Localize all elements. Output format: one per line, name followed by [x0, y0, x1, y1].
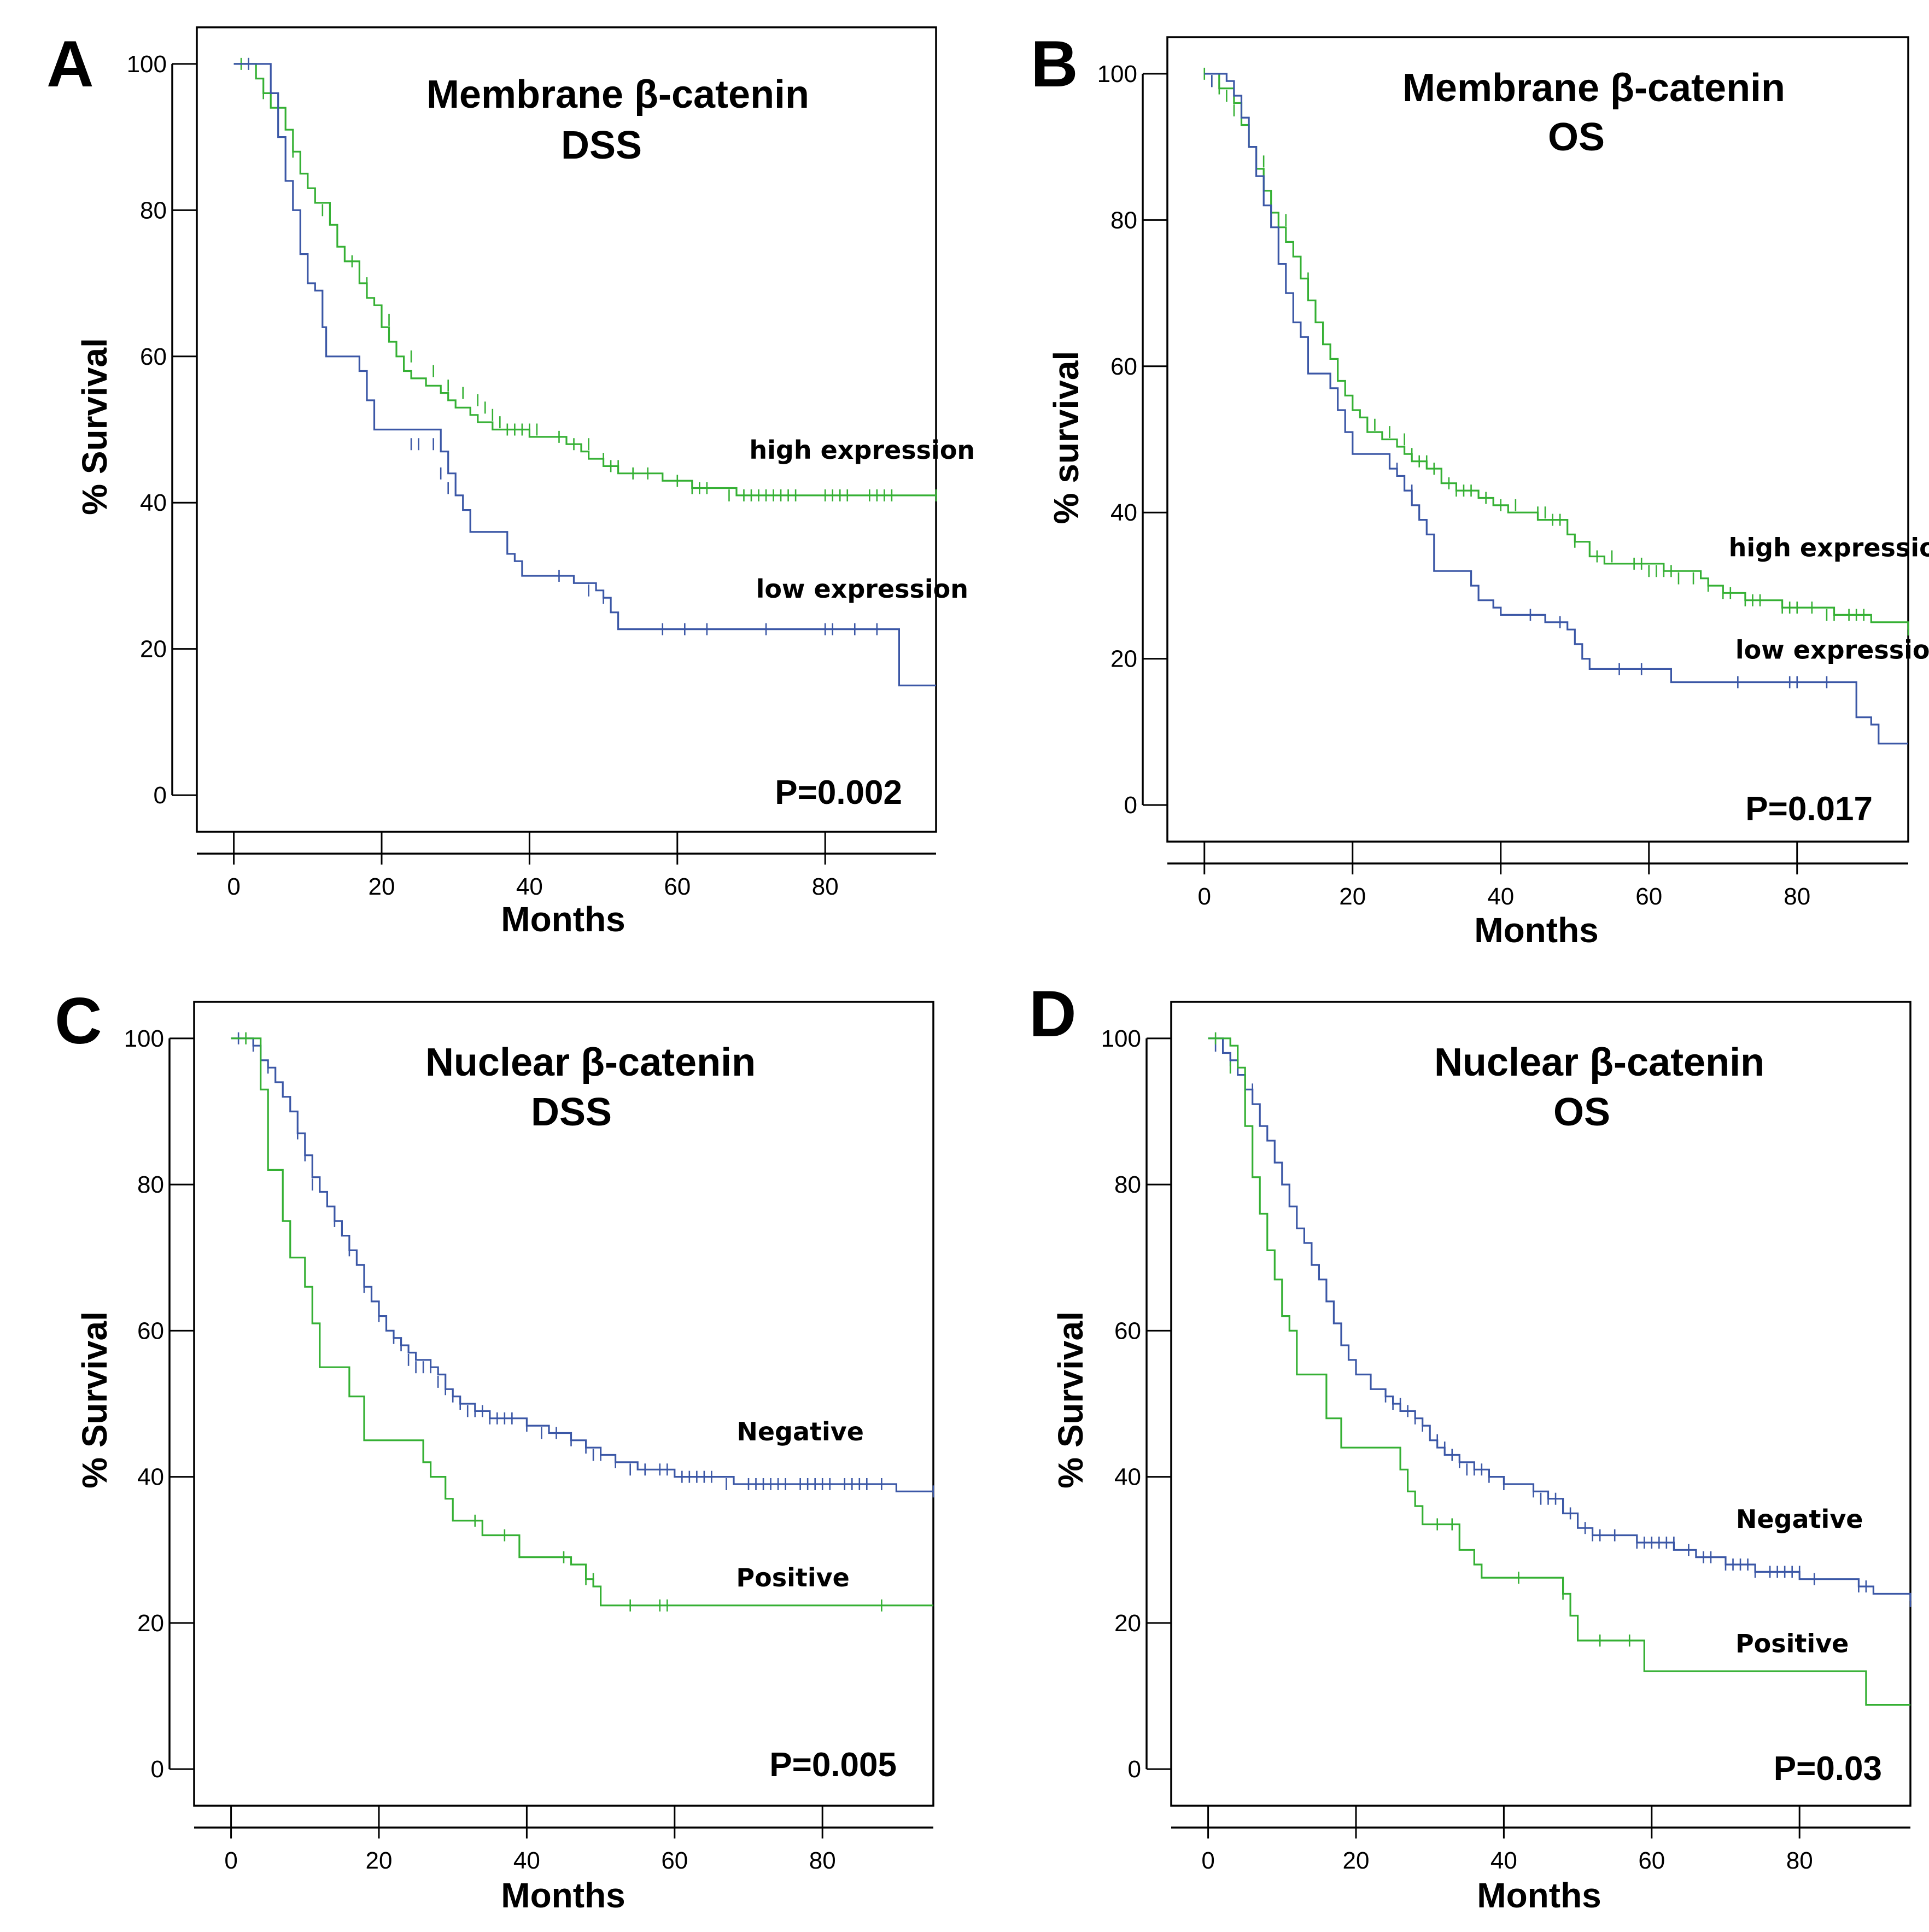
- plot-frame: [1170, 1001, 1912, 1807]
- x-tick-label: 40: [1490, 1847, 1517, 1874]
- curve-label-positive: Positive: [1735, 1629, 1849, 1658]
- x-tick-label: 0: [227, 873, 240, 900]
- x-tick-label: 0: [1198, 883, 1211, 910]
- p-value: P=0.017: [1745, 790, 1873, 828]
- y-tick-label: 100: [1097, 61, 1137, 87]
- chart-subtitle: DSS: [561, 124, 642, 167]
- panel-label: C: [55, 984, 102, 1058]
- curves: high expression low expression: [233, 57, 975, 687]
- x-tick-label: 20: [366, 1847, 393, 1874]
- y-tick-label: 0: [1124, 792, 1137, 819]
- curve-label-low-expression: low expression: [756, 574, 968, 604]
- y-tick-label: 20: [1110, 646, 1137, 673]
- panel-b: B 0 20 40 60 80 100 0 20 40 60 80 high expression l…: [1031, 27, 1929, 950]
- x-tick-label: 80: [1786, 1847, 1813, 1874]
- y-tick-label: 20: [140, 636, 167, 663]
- panel-label: D: [1029, 977, 1077, 1050]
- y-tick-label: 0: [151, 1756, 164, 1783]
- x-tick-label: 80: [809, 1847, 836, 1874]
- y-tick-label: 80: [1110, 207, 1137, 234]
- y-tick-label: 20: [137, 1610, 164, 1637]
- p-value: P=0.005: [769, 1746, 897, 1784]
- y-tick-label: 60: [1110, 353, 1137, 380]
- curve-label-negative: Negative: [1736, 1504, 1863, 1534]
- x-tick-label: 20: [1343, 1847, 1370, 1874]
- curves: Negative Positive: [1208, 1032, 1912, 1706]
- survival-curve-high-expression: [233, 63, 936, 497]
- x-tick-label: 80: [1784, 883, 1810, 910]
- x-tick-label: 60: [1635, 883, 1662, 910]
- x-tick-label: 0: [224, 1847, 237, 1874]
- curves: high expression low expression: [1203, 67, 1929, 745]
- curve-label-low-expression: low expression: [1735, 635, 1929, 665]
- curve-label-negative: Negative: [736, 1417, 864, 1446]
- survival-curve-low-expression: [1204, 73, 1908, 745]
- panel-c: C 0 20 40 60 80 100 0 20 40 60 80 Negative Positive…: [55, 984, 934, 1915]
- y-tick-label: 40: [140, 489, 167, 516]
- y-tick-label: 100: [127, 51, 167, 78]
- plot-frame: [1166, 36, 1909, 843]
- x-tick-label: 20: [1339, 883, 1366, 910]
- chart-title: Nuclear β-catenin: [425, 1041, 756, 1084]
- y-tick-label: 80: [137, 1171, 164, 1198]
- curves: Negative Positive: [231, 1032, 934, 1612]
- chart-title: Membrane β-catenin: [426, 73, 809, 116]
- x-axis-label: Months: [501, 900, 626, 939]
- plot-frame: [196, 26, 937, 833]
- panel-d: D 0 20 40 60 80 100 0 20 40 60 80 Negative Positive…: [1029, 977, 1912, 1915]
- y-axis-label: % survival: [1047, 351, 1086, 524]
- x-tick-label: 80: [812, 873, 839, 900]
- y-tick-label: 40: [1114, 1464, 1141, 1491]
- chart-subtitle: OS: [1548, 115, 1605, 159]
- survival-curve-high-expression: [1204, 73, 1909, 630]
- x-tick-label: 40: [513, 1847, 540, 1874]
- chart-subtitle: DSS: [531, 1090, 612, 1134]
- x-tick-label: 60: [661, 1847, 688, 1874]
- y-tick-label: 40: [1110, 499, 1137, 526]
- y-tick-label: 60: [1114, 1317, 1141, 1344]
- axes: 0 20 40 60 80 100 0 20 40 60 80: [1097, 61, 1908, 910]
- y-tick-label: 60: [140, 343, 167, 370]
- x-tick-label: 0: [1201, 1847, 1214, 1874]
- y-tick-label: 60: [137, 1317, 164, 1344]
- survival-curve-positive: [231, 1037, 933, 1607]
- x-tick-label: 60: [1638, 1847, 1665, 1874]
- y-tick-label: 0: [1128, 1756, 1141, 1783]
- y-tick-label: 100: [124, 1025, 164, 1052]
- curve-label-high-expression: high expression: [749, 435, 975, 465]
- axes: 0 20 40 60 80 100 0 20 40 60 80: [124, 1025, 933, 1874]
- x-tick-label: 20: [369, 873, 395, 900]
- y-tick-label: 80: [1114, 1171, 1141, 1198]
- y-tick-label: 0: [154, 782, 167, 809]
- y-tick-label: 20: [1114, 1610, 1141, 1637]
- axes: 0 20 40 60 80 100 0 20 40 60 80: [1101, 1025, 1910, 1874]
- x-tick-label: 60: [664, 873, 691, 900]
- y-axis-label: % Survival: [1051, 1311, 1090, 1489]
- axes: 0 20 40 60 80 100 0 20 40 60 80: [127, 51, 936, 900]
- x-axis-label: Months: [501, 1876, 626, 1915]
- x-axis-label: Months: [1474, 910, 1599, 950]
- p-value: P=0.03: [1774, 1750, 1882, 1788]
- panel-label: B: [1031, 27, 1078, 101]
- survival-curve-low-expression: [233, 63, 936, 687]
- y-axis-label: % Survival: [75, 338, 114, 515]
- x-axis-label: Months: [1477, 1876, 1601, 1915]
- y-tick-label: 80: [140, 197, 167, 224]
- curve-label-high-expression: high expression: [1729, 533, 1929, 562]
- y-tick-label: 100: [1101, 1025, 1141, 1052]
- p-value: P=0.002: [775, 774, 902, 812]
- panel-label: A: [46, 27, 94, 101]
- panel-a: A 0 20 40 60 80 100 0 20 40 60 80 high expression l…: [46, 26, 975, 939]
- curve-label-positive: Positive: [736, 1563, 849, 1592]
- survival-curve-positive: [1208, 1037, 1910, 1706]
- y-axis-label: % Survival: [75, 1311, 114, 1489]
- chart-subtitle: OS: [1553, 1090, 1610, 1134]
- chart-title: Nuclear β-catenin: [1434, 1041, 1764, 1084]
- x-tick-label: 40: [1487, 883, 1514, 910]
- chart-title: Membrane β-catenin: [1402, 66, 1785, 110]
- y-tick-label: 40: [137, 1464, 164, 1491]
- plot-frame: [193, 1001, 934, 1807]
- x-tick-label: 40: [516, 873, 543, 900]
